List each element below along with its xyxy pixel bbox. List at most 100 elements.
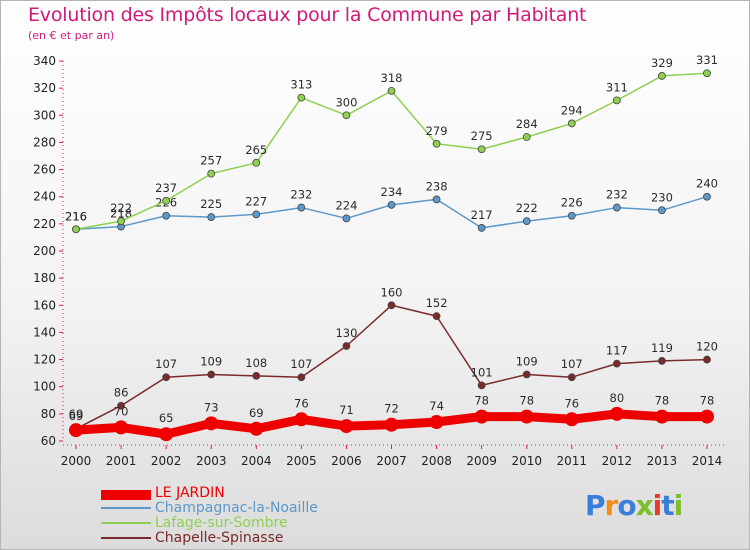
x-tick-label: 2013 [647, 454, 678, 468]
data-point [567, 211, 576, 220]
y-tick-label: 160 [33, 298, 56, 312]
legend-label-champagnac: Champagnac-la-Noaille [155, 500, 318, 516]
data-label: 216 [65, 209, 87, 223]
y-tick-label: 240 [33, 190, 56, 204]
y-tick-label: 220 [33, 217, 56, 231]
y-tick-label: 300 [33, 108, 56, 122]
y-tick-label: 80 [41, 407, 56, 421]
data-point [69, 423, 83, 438]
data-point [297, 373, 306, 382]
data-label: 160 [381, 285, 403, 299]
data-point [207, 169, 216, 178]
data-label: 80 [610, 391, 625, 405]
data-point [249, 421, 264, 436]
x-tick-label: 2005 [286, 454, 317, 468]
data-point [297, 93, 306, 102]
data-label: 240 [696, 177, 718, 191]
x-tick-label: 2010 [511, 454, 542, 468]
y-tick-label: 320 [33, 81, 56, 95]
data-label: 107 [155, 357, 177, 371]
data-point [252, 158, 261, 167]
data-label: 234 [381, 185, 403, 199]
data-point [387, 200, 396, 209]
x-tick-label: 2014 [692, 454, 723, 468]
data-label: 78 [474, 394, 489, 408]
data-label: 101 [471, 365, 493, 379]
data-label: 78 [700, 394, 715, 408]
data-label: 130 [335, 326, 357, 340]
data-point [162, 211, 171, 220]
data-label: 72 [384, 402, 399, 416]
data-label: 238 [426, 179, 448, 193]
data-point [117, 401, 125, 410]
data-label: 222 [516, 201, 538, 215]
x-tick-label: 2009 [466, 454, 497, 468]
data-label: 217 [471, 208, 493, 222]
data-point [477, 145, 486, 154]
data-label: 300 [335, 95, 357, 109]
data-point [294, 412, 309, 427]
data-label: 107 [561, 357, 583, 371]
data-label: 313 [290, 78, 312, 92]
x-tick-label: 2001 [106, 454, 137, 468]
data-point [432, 195, 441, 204]
data-label: 237 [155, 181, 177, 195]
data-point [387, 86, 396, 95]
data-label: 107 [290, 357, 312, 371]
data-point [567, 373, 576, 382]
y-tick-label: 140 [33, 325, 56, 339]
y-tick-label: 180 [33, 271, 56, 285]
data-label: 318 [381, 71, 403, 85]
data-label: 218 [110, 207, 132, 221]
data-point [609, 406, 624, 421]
chart-subtitle: (en € et par an) [28, 29, 115, 42]
data-label: 257 [200, 154, 222, 168]
data-label: 294 [561, 103, 583, 117]
data-point [252, 210, 261, 219]
legend-swatch-champagnac [101, 507, 151, 509]
data-label: 329 [651, 56, 673, 70]
data-point [522, 370, 531, 379]
data-label: 226 [561, 196, 583, 210]
data-label: 311 [606, 80, 628, 94]
data-label: 119 [651, 341, 673, 355]
data-label: 120 [696, 340, 718, 354]
data-point [477, 381, 486, 390]
data-label: 279 [426, 124, 448, 138]
x-tick-label: 2007 [376, 454, 407, 468]
legend-label-lafage: Lafage-sur-Sombre [155, 515, 288, 531]
data-point [207, 213, 216, 221]
data-point [204, 416, 219, 431]
data-label: 69 [69, 409, 84, 423]
data-point [519, 409, 534, 424]
x-tick-label: 2003 [196, 454, 227, 468]
x-tick-label: 2011 [557, 454, 588, 468]
legend-label-le-jardin: LE JARDIN [155, 485, 225, 501]
data-point [429, 415, 444, 429]
y-tick-label: 340 [33, 54, 56, 68]
data-point [522, 217, 531, 226]
data-point [207, 370, 216, 379]
data-label: 275 [471, 129, 493, 143]
data-label: 76 [294, 396, 309, 410]
chart-title: Evolution des Impôts locaux pour la Comm… [28, 4, 587, 26]
legend-label-chapelle: Chapelle-Spinasse [155, 530, 284, 546]
data-point [477, 224, 486, 232]
x-tick-label: 2008 [421, 454, 452, 468]
data-label: 224 [335, 198, 357, 212]
data-label: 78 [655, 394, 670, 408]
data-point [297, 203, 306, 212]
data-label: 108 [245, 356, 267, 370]
data-point [432, 139, 441, 148]
data-point [703, 355, 711, 364]
data-point [114, 420, 129, 435]
data-label: 65 [159, 411, 174, 425]
data-label: 86 [114, 386, 129, 400]
data-label: 225 [200, 197, 222, 211]
y-tick-label: 100 [33, 380, 56, 394]
data-label: 70 [114, 404, 129, 418]
data-point [342, 214, 351, 223]
data-label: 71 [339, 403, 354, 417]
